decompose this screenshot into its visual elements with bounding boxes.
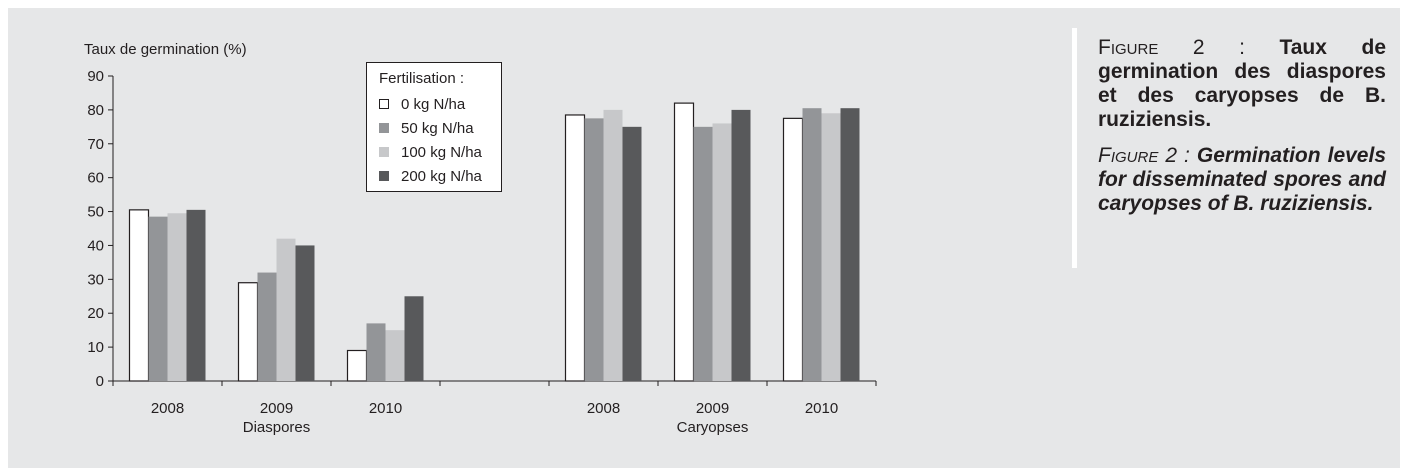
y-tick-label: 60 (87, 170, 104, 187)
x-category-label: 2010 (805, 400, 838, 417)
y-tick-label: 10 (87, 339, 104, 356)
caption-divider (1072, 28, 1077, 268)
legend-label-100kg: 100 kg N/ha (401, 143, 482, 161)
y-tick-label: 50 (87, 204, 104, 221)
legend-swatch-100kg (379, 147, 389, 157)
chart-legend: Fertilisation : 0 kg N/ha 50 kg N/ha 100… (366, 62, 502, 192)
bar-2008-2 (603, 109, 623, 381)
y-tick-label: 70 (87, 136, 104, 153)
caption-english-text: Germination levels for disseminated spor… (1098, 144, 1386, 215)
bar-2009-2 (712, 123, 732, 381)
y-axis-label: Taux de germination (%) (84, 41, 247, 58)
bar-2009-1 (257, 272, 277, 381)
x-group-label: Diaspores (243, 419, 311, 436)
bar-2010-3 (840, 108, 860, 381)
bar-2008-1 (148, 216, 168, 381)
bar-2009-0 (673, 102, 695, 382)
bar-2010-1 (802, 108, 822, 381)
bar-2009-0 (237, 282, 259, 382)
bar-2009-3 (731, 109, 751, 381)
x-category-label: 2008 (587, 400, 620, 417)
bar-2008-0 (128, 209, 150, 382)
legend-swatch-0kg (379, 99, 389, 109)
x-category-label: 2010 (369, 400, 402, 417)
bar-2008-2 (167, 213, 187, 381)
y-tick-label: 40 (87, 237, 104, 254)
legend-label-0kg: 0 kg N/ha (401, 95, 466, 113)
caption-french-label: Figure 2 : (1098, 36, 1280, 59)
legend-item-0kg: 0 kg N/ha (379, 94, 465, 114)
legend-label-50kg: 50 kg N/ha (401, 119, 474, 137)
legend-label-200kg: 200 kg N/ha (401, 167, 482, 185)
caption-english-label: Figure 2 : (1098, 144, 1197, 167)
y-tick-label: 80 (87, 102, 104, 119)
y-tick-label: 30 (87, 271, 104, 288)
legend-swatch-200kg (379, 171, 389, 181)
y-tick-label: 20 (87, 305, 104, 322)
caption-french-text: Taux de germination des diaspores et des… (1098, 36, 1386, 131)
x-category-label: 2009 (260, 400, 293, 417)
bar-2009-2 (276, 238, 296, 381)
bar-2008-0 (564, 114, 586, 382)
caption-french: Figure 2 : Taux de germination des diasp… (1098, 36, 1386, 132)
bar-2010-3 (404, 296, 424, 381)
x-category-label: 2008 (151, 400, 184, 417)
bar-2010-2 (385, 330, 405, 381)
bar-2010-2 (821, 113, 841, 382)
x-group-label: Caryopses (677, 419, 749, 436)
legend-item-50kg: 50 kg N/ha (379, 118, 474, 138)
legend-title: Fertilisation : (379, 70, 465, 87)
bar-2009-3 (295, 245, 315, 381)
x-category-label: 2009 (696, 400, 729, 417)
figure-caption: Figure 2 : Taux de germination des diasp… (1098, 36, 1386, 228)
bar-2010-1 (366, 323, 386, 381)
legend-item-100kg: 100 kg N/ha (379, 142, 482, 162)
bar-2008-3 (622, 126, 642, 381)
bar-2008-3 (186, 209, 206, 381)
bar-2008-1 (584, 118, 604, 381)
bar-2010-0 (346, 349, 368, 382)
legend-swatch-50kg (379, 123, 389, 133)
y-tick-label: 90 (87, 68, 104, 85)
caption-english: Figure 2 : Germination levels for dissem… (1098, 144, 1386, 216)
bar-2010-0 (782, 117, 804, 382)
bar-2009-1 (693, 126, 713, 381)
y-tick-label: 0 (96, 373, 104, 390)
legend-item-200kg: 200 kg N/ha (379, 166, 482, 186)
